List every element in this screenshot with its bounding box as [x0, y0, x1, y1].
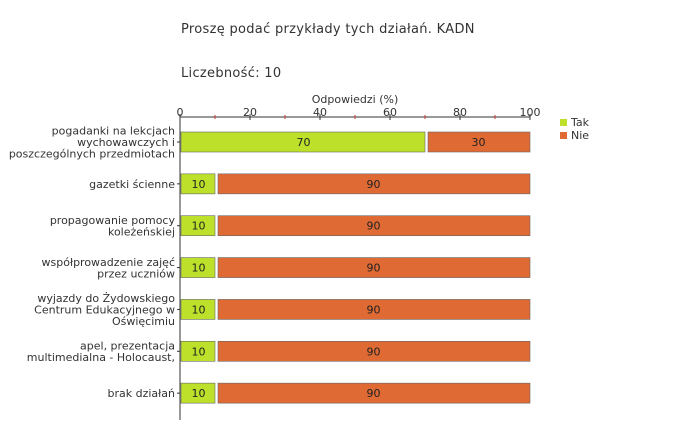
category-label: wyjazdy do Żydowskiego Centrum Edukacyjne… — [34, 292, 175, 328]
category-label: propagowanie pomocy koleżeńskiej — [50, 214, 176, 239]
bar-nie — [217, 299, 531, 320]
bar-nie — [217, 173, 531, 195]
x-tick-label: 80 — [453, 106, 467, 119]
bar-nie — [217, 340, 531, 362]
data-label: 90 — [367, 387, 381, 400]
data-label: 90 — [367, 178, 381, 191]
sample-size-label: Liczebność: 10 — [181, 66, 282, 81]
x-tick-label: 40 — [313, 106, 327, 119]
x-tick-label: 60 — [383, 106, 397, 119]
bar-tak — [180, 131, 426, 153]
x-axis-label: Odpowiedzi (%) — [312, 93, 399, 106]
x-tick-label: 0 — [177, 106, 184, 119]
legend-swatch-nie — [560, 132, 567, 139]
bar-tak — [180, 299, 216, 320]
legend-swatch-tak — [560, 119, 567, 126]
data-label: 90 — [367, 262, 381, 275]
category-label: apel, prezentacja multimedialna - Holocau… — [27, 340, 175, 365]
data-label: 10 — [192, 345, 206, 358]
bar-tak — [180, 257, 216, 278]
data-label: 10 — [192, 262, 206, 275]
data-label: 10 — [192, 178, 206, 191]
category-label: brak działań — [107, 387, 175, 400]
data-label: 10 — [192, 387, 206, 400]
category-label: pogadanki na lekcjach wychowawczych i posz… — [9, 125, 175, 161]
x-tick-label: 100 — [520, 106, 541, 119]
bar-tak — [180, 382, 216, 404]
data-label: 10 — [192, 220, 206, 233]
x-tick-label: 20 — [243, 106, 257, 119]
bar-tak — [180, 340, 216, 362]
bar-tak — [180, 215, 216, 237]
data-label: 10 — [192, 303, 206, 316]
bar-nie — [217, 257, 531, 278]
data-label: 90 — [367, 345, 381, 358]
data-label: 90 — [367, 303, 381, 316]
data-label: 30 — [472, 136, 486, 149]
bar-nie — [217, 382, 531, 404]
bar-tak — [180, 173, 216, 195]
category-label: gazetki ścienne — [89, 178, 175, 191]
bar-nie — [217, 215, 531, 237]
data-label: 90 — [367, 220, 381, 233]
chart-title: Proszę podać przykłady tych działań. KAD… — [181, 22, 475, 37]
category-label: współprowadzenie zajęć przez uczniów — [42, 256, 176, 281]
data-label: 70 — [297, 136, 311, 149]
legend-label-tak: Tak — [570, 116, 590, 129]
legend-label-nie: Nie — [571, 129, 589, 142]
bar-nie — [427, 131, 531, 153]
